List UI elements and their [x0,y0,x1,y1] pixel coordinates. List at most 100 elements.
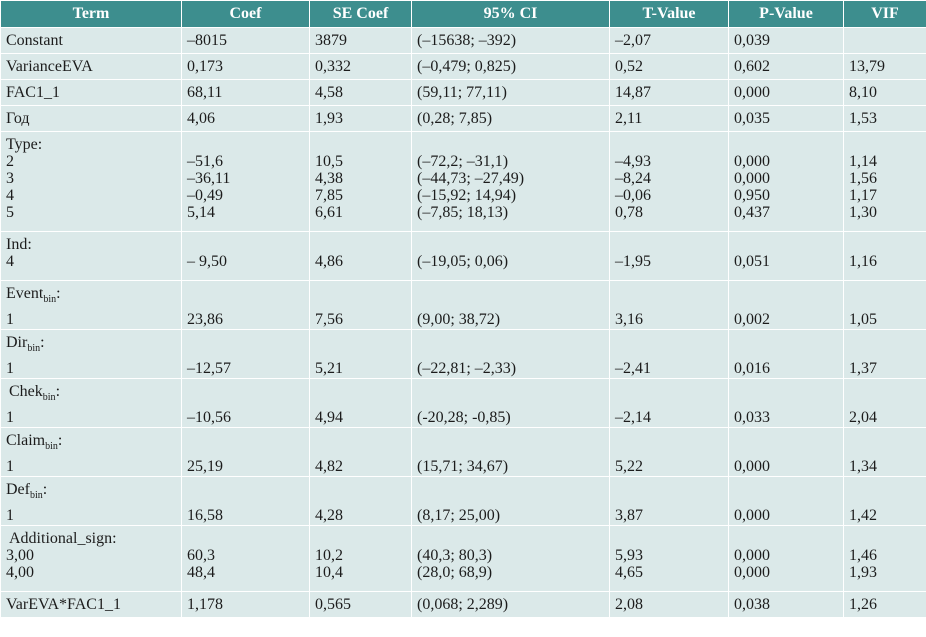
term-cell: Год [0,105,182,132]
coef-value: –8015 [187,32,227,49]
t-value-value: –2,41 [615,360,651,377]
spacer [187,285,309,302]
header-coef: Coef [181,0,310,28]
t-value-cell: 5,93 4,65 [609,525,729,592]
spacer [417,136,609,153]
term-cell: Defbin: 1 [0,476,182,526]
vif-value: 1,37 [849,360,877,377]
coef-value: – 9,50 [187,253,227,270]
spacer [615,285,728,302]
term-group-label: Type: [6,136,181,153]
se-coef-value: 10,5 [315,153,343,170]
spacer [734,136,843,153]
coef-value: –12,57 [187,360,231,377]
se-coef-value: 4,86 [315,253,343,270]
se-coef-value: 4,94 [315,409,343,426]
term-value: 1 [6,507,14,524]
ci-value: (–22,81; –2,33) [417,360,517,377]
term-cell: Chekbin: 1 [0,378,182,428]
t-value-value: –1,95 [615,253,651,270]
se-coef-cell: 4,58 [309,79,412,106]
term-value: Constant [6,32,63,49]
vif-value: 1,17 [849,187,877,204]
se-coef-cell: 1,93 [309,105,412,132]
table-row: Claimbin: 1 25,19 4,82 (15,71; 34,67) 5,2… [0,427,926,477]
spacer [849,530,926,547]
ci-cell: (–0,479; 0,825) [411,53,610,80]
p-value-value: 0,602 [734,58,770,75]
spacer [849,432,926,449]
t-value-cell: 14,87 [609,79,729,106]
p-value-cell: 0,000 0,000 0,950 0,437 [728,131,844,232]
term-group-suffix: : [55,383,61,400]
coef-value: –36,11 [187,170,231,187]
t-value-cell: –1,95 [609,231,729,281]
spacer [734,383,843,400]
term-group-label: Eventbin: [6,285,181,305]
se-coef-cell: 0,565 [309,591,412,618]
t-value-cell: 0,52 [609,53,729,80]
term-group-name: Ind: [6,236,32,253]
term-value: 1 [6,360,14,377]
spacer [734,432,843,449]
t-value-value: 2,08 [615,596,643,613]
spacer [417,530,609,547]
header-row: Term Coef SE Coef 95% CI T-Value P-Value… [0,0,926,28]
spacer [734,236,843,253]
vif-value: 13,79 [849,58,885,75]
spacer [615,302,728,311]
vif-cell: 1,05 [843,280,926,330]
t-value-value: 3,87 [615,507,643,524]
p-value-cell: 0,000 [728,476,844,526]
spacer [417,498,609,507]
se-coef-cell: 10,2 10,4 [309,525,412,592]
t-value-value: 5,22 [615,458,643,475]
se-coef-value: 4,58 [315,84,343,101]
t-value-cell: 3,16 [609,280,729,330]
t-value-cell: –2,41 [609,329,729,379]
table-row: VarianceEVA 0,173 0,332 (–0,479; 0,825) 0,52… [0,53,926,80]
p-value-value: 0,038 [734,596,770,613]
p-value-value: 0,000 [734,564,770,581]
t-value-value: –4,93 [615,153,651,170]
spacer [315,236,411,253]
vif-cell: 13,79 [843,53,926,80]
p-value-value: 0,000 [734,547,770,564]
table-row: Type: 2 3 4 5 –51,6 –36,11 –0,49 5,14 10,5 4,38 7… [0,131,926,232]
ci-cell: (–19,05; 0,06) [411,231,610,281]
term-group-name: Def [6,481,30,498]
ci-value: (–44,73; –27,49) [417,170,525,187]
t-value-cell: 2,11 [609,105,729,132]
coef-cell: –12,57 [181,329,310,379]
spacer [734,498,843,507]
term-group-subscript: bin [42,392,56,403]
table-row: Ind: 4 – 9,50 4,86 (–19,05; 0,06) –1,95 0… [0,231,926,281]
spacer [417,334,609,351]
ci-cell: (–72,2; –31,1) (–44,73; –27,49) (–15,92; 1… [411,131,610,232]
p-value-value: 0,000 [734,84,770,101]
spacer [849,136,926,153]
spacer [187,302,309,311]
coef-value: –0,49 [187,187,223,204]
p-value-value: 0,035 [734,110,770,127]
coef-cell: 25,19 [181,427,310,477]
se-coef-cell: 0,332 [309,53,412,80]
term-group-subscript: bin [45,441,58,452]
table-row: FAC1_1 68,11 4,58 (59,11; 77,11) 14,87 0,000 8… [0,79,926,106]
spacer [187,383,309,400]
spacer [615,498,728,507]
p-value-cell: 0,000 [728,79,844,106]
p-value-value: 0,016 [734,360,770,377]
spacer [615,400,728,409]
ci-value: (–72,2; –31,1) [417,153,509,170]
se-coef-cell: 4,86 [309,231,412,281]
se-coef-value: 4,38 [315,170,343,187]
coef-cell: –51,6 –36,11 –0,49 5,14 [181,131,310,232]
term-value: 4,00 [6,564,34,581]
coef-cell: 68,11 [181,79,310,106]
coef-value: 60,3 [187,547,215,564]
spacer [849,351,926,360]
coef-value: 16,58 [187,507,223,524]
t-value-cell: 2,08 [609,591,729,618]
header-vif: VIF [843,0,926,28]
